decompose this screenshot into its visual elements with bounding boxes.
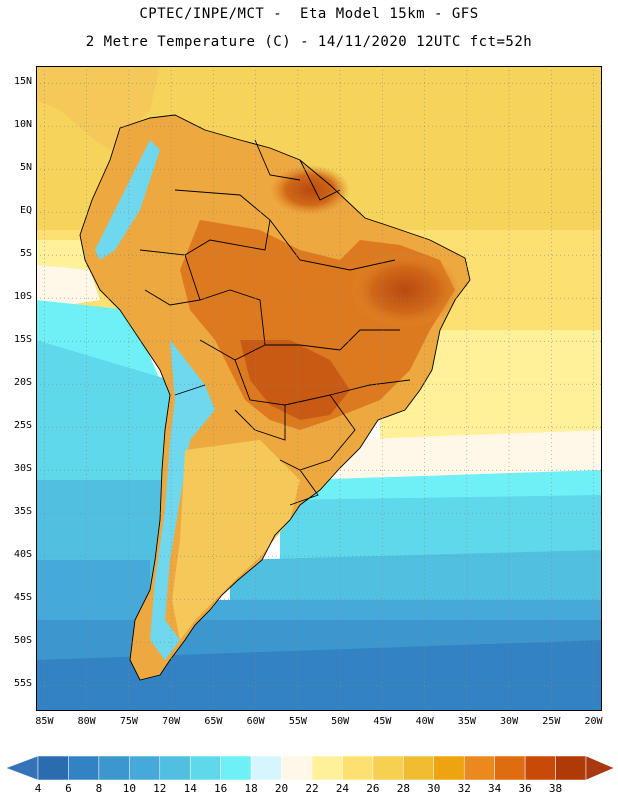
colorbar-tick-label: 26: [366, 782, 380, 795]
map-title-line1: CPTEC/INPE/MCT - Eta Model 15km - GFS: [139, 6, 479, 22]
colorbar-cell: [403, 755, 435, 781]
colorbar-cell: [98, 755, 130, 781]
latitude-tick-label: 25S: [13, 420, 32, 432]
hot-core-north: [270, 165, 350, 215]
colorbar-cell: [250, 755, 282, 781]
ocean-band-6: [36, 640, 602, 711]
colorbar-cell: [524, 755, 556, 781]
hot-core-northeast: [350, 252, 460, 328]
colorbar-cell: [189, 755, 221, 781]
colorbar-cell: [281, 755, 313, 781]
colorbar-cell: [159, 755, 191, 781]
longitude-tick-label: 20W: [584, 716, 603, 727]
colorbar-tick-label: 30: [427, 782, 441, 795]
colorbar-tick-label: 16: [214, 782, 228, 795]
colorbar-tick-label: 28: [396, 782, 410, 795]
andes-cold-strip: [95, 140, 215, 660]
colorbar-cell: [555, 755, 587, 781]
longitude-tick-label: 50W: [331, 716, 350, 727]
latitude-tick-label: 55S: [13, 678, 32, 690]
ocean-band-22: [36, 240, 602, 470]
latitude-tick-label: 5S: [19, 248, 32, 260]
latitude-tick-label: 10S: [13, 291, 32, 303]
latitude-tick-label: 10N: [13, 119, 32, 131]
latitude-tick-label: 40S: [13, 549, 32, 561]
latitude-tick-label: 35S: [13, 506, 32, 518]
latitude-tick-label: 45S: [13, 592, 32, 604]
colorbar-tick-label: 24: [335, 782, 350, 795]
longitude-tick-label: 85W: [35, 716, 54, 727]
colorbar-cell: [220, 755, 252, 781]
colorbar-cell: [129, 755, 161, 781]
latitude-tick-label: 20S: [13, 377, 32, 389]
latitude-tick-label: 50S: [13, 635, 32, 647]
ocean-band-14: [36, 340, 602, 570]
colorbar: [5, 755, 615, 781]
longitude-tick-label: 55W: [288, 716, 307, 727]
latitude-tick-label: EQ: [19, 205, 32, 217]
ocean-band-12: [36, 480, 602, 620]
longitude-tick-label: 75W: [119, 716, 138, 727]
colorbar-cell: [463, 755, 495, 781]
longitude-tick-label: 70W: [162, 716, 181, 727]
longitude-tick-label: 25W: [542, 716, 561, 727]
map-frame: [36, 66, 602, 711]
colorbar-tick-label: 4: [34, 782, 42, 795]
colorbar-tick-label: 6: [65, 782, 72, 795]
colorbar-right-arrow: [585, 755, 615, 781]
colorbar-tick-label: 38: [548, 782, 563, 795]
colorbar-tick-label: 20: [274, 782, 289, 795]
colorbar-tick-label: 22: [305, 782, 319, 795]
longitude-tick-label: 45W: [373, 716, 392, 727]
hottest-core-region: [240, 340, 350, 420]
latitude-tick-label: 15S: [13, 334, 32, 346]
colorbar-cell: [311, 755, 343, 781]
longitude-tick-label: 40W: [415, 716, 434, 727]
latitude-tick-label: 30S: [13, 463, 32, 475]
colorbar-cell: [433, 755, 465, 781]
colorbar-tick-label: 14: [183, 782, 197, 795]
colorbar-tick-label: 12: [153, 782, 167, 795]
colorbar-cell: [494, 755, 526, 781]
latitude-tick-label: 5N: [19, 162, 32, 174]
longitude-tick-label: 80W: [77, 716, 96, 727]
colorbar-cell: [68, 755, 100, 781]
colorbar-tick-label: 32: [457, 782, 471, 795]
patagonia-region: [172, 440, 300, 640]
colorbar-cell: [372, 755, 404, 781]
colorbar-tick-label: 8: [95, 782, 103, 795]
colorbar-tick-label: 36: [518, 782, 532, 795]
colorbar-tick-label: 10: [122, 782, 136, 795]
map-title-line2: 2 Metre Temperature (C) - 14/11/2020 12U…: [85, 34, 533, 50]
longitude-tick-label: 65W: [204, 716, 223, 727]
colorbar-cell: [37, 755, 69, 781]
latitude-tick-label: 15N: [13, 76, 32, 88]
ocean-band-20: [36, 265, 602, 485]
colorbar-left-arrow: [5, 755, 39, 781]
colorbar-tick-label: 18: [244, 782, 258, 795]
longitude-tick-label: 35W: [457, 716, 476, 727]
country-borders: [79, 114, 471, 681]
longitude-tick-label: 60W: [246, 716, 265, 727]
colorbar-cell: [342, 755, 374, 781]
colorbar-tick-label: 34: [488, 782, 502, 795]
longitude-tick-label: 30W: [500, 716, 519, 727]
